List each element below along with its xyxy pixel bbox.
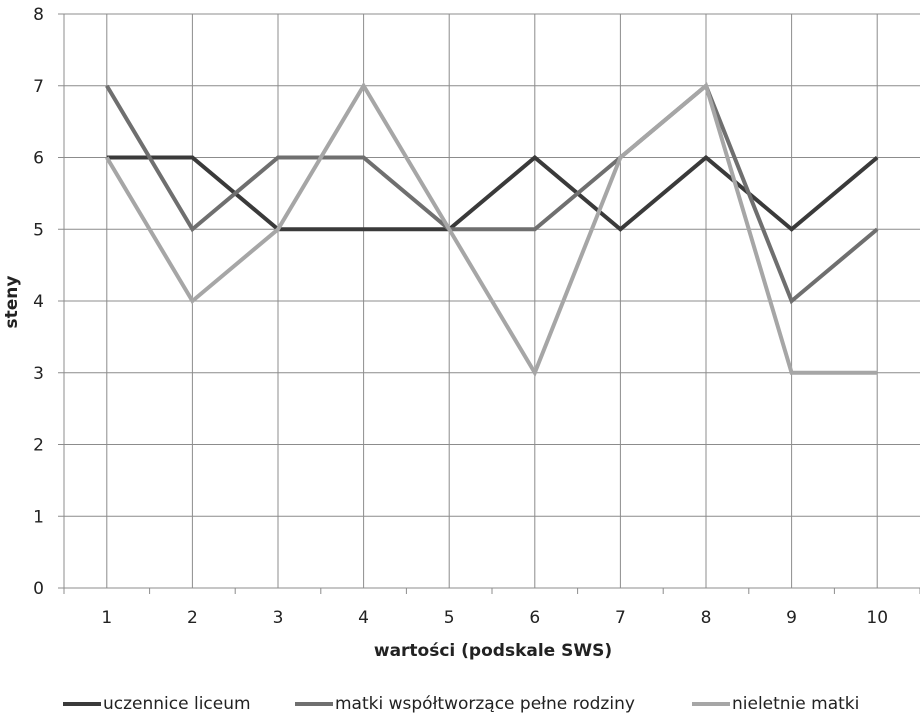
legend-label: matki współtworzące pełne rodziny <box>335 694 635 714</box>
x-tick-label: 6 <box>529 608 540 628</box>
x-tick-labels: 1 2 3 4 5 6 7 8 9 10 <box>101 608 888 628</box>
x-tick-label: 8 <box>701 608 712 628</box>
series-line-matki-pelne <box>105 82 879 305</box>
y-tick-label: 5 <box>33 220 44 240</box>
y-tick-label: 7 <box>33 77 44 97</box>
x-tick-label: 7 <box>615 608 626 628</box>
legend-swatch <box>295 702 333 706</box>
x-tick-label: 9 <box>786 608 797 628</box>
legend-item-matki-pelne: matki współtworzące pełne rodziny <box>295 694 635 714</box>
y-tick-label: 1 <box>33 507 44 527</box>
x-tick-label: 1 <box>101 608 112 628</box>
legend-swatch <box>692 702 730 706</box>
x-tick-label: 10 <box>866 608 888 628</box>
y-tick-labels: 0 1 2 3 4 5 6 7 8 <box>33 5 44 599</box>
y-tick-label: 6 <box>33 149 44 169</box>
y-tick-label: 3 <box>33 364 44 384</box>
series-lines <box>105 81 879 378</box>
series-line-nieletnie <box>105 81 878 378</box>
y-axis-title: steny <box>2 276 22 329</box>
x-axis-title: wartości (podskale SWS) <box>374 641 612 661</box>
series-line-uczennice <box>106 154 879 232</box>
x-tick-label: 5 <box>444 608 455 628</box>
x-tick-label: 4 <box>358 608 369 628</box>
axes <box>58 13 920 594</box>
y-tick-label: 2 <box>33 436 44 456</box>
legend-item-nieletnie: nieletnie matki <box>692 694 859 714</box>
legend-label: uczennice liceum <box>103 694 251 714</box>
legend-label: nieletnie matki <box>732 694 860 714</box>
legend: uczennice liceum matki współtworzące peł… <box>0 694 920 722</box>
y-tick-label: 4 <box>33 292 44 312</box>
legend-swatch <box>63 702 101 706</box>
legend-item-uczennice: uczennice liceum <box>63 694 251 714</box>
y-tick-label: 0 <box>33 579 44 599</box>
x-tick-label: 2 <box>187 608 198 628</box>
y-tick-label: 8 <box>33 5 44 25</box>
line-chart: 0 1 2 3 4 5 6 7 8 1 2 3 4 5 6 7 8 9 10 steny wartości (po… <box>2 5 920 661</box>
x-tick-label: 3 <box>273 608 284 628</box>
